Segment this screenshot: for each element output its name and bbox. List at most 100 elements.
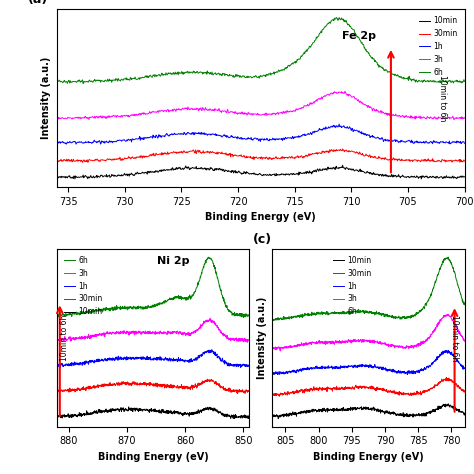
3h (332, 89, 337, 94)
10min (199, 407, 205, 413)
10min (462, 174, 467, 180)
10min (144, 170, 149, 176)
Text: 10min to 6h: 10min to 6h (450, 315, 459, 361)
1h (73, 362, 78, 367)
1h (192, 357, 198, 363)
1h (312, 365, 318, 371)
6h (407, 313, 413, 319)
6h (462, 302, 467, 308)
10min (72, 176, 78, 182)
1h (269, 371, 275, 377)
30min (332, 147, 338, 153)
30min (462, 388, 467, 394)
X-axis label: Binding Energy (eV): Binding Energy (eV) (205, 212, 316, 222)
10min (126, 404, 131, 410)
1h (54, 139, 60, 145)
10min (332, 164, 338, 170)
3h (342, 89, 348, 94)
10min (119, 407, 125, 412)
Line: 3h: 3h (272, 314, 465, 351)
6h (120, 306, 126, 311)
10min (185, 411, 191, 417)
3h (312, 340, 318, 346)
6h (401, 314, 406, 319)
3h (207, 316, 213, 321)
6h (193, 70, 199, 75)
6h (269, 317, 275, 322)
1h (185, 358, 191, 364)
Line: 30min: 30min (57, 379, 249, 393)
10min (73, 412, 78, 418)
30min (362, 153, 368, 159)
1h (246, 363, 252, 369)
30min (462, 158, 467, 164)
6h (462, 79, 467, 84)
6h (312, 311, 318, 317)
3h (401, 344, 406, 350)
Line: 30min: 30min (272, 377, 465, 396)
10min (246, 414, 252, 420)
10min (414, 412, 420, 418)
Line: 3h: 3h (57, 319, 249, 342)
1h (401, 370, 406, 375)
30min (246, 389, 252, 394)
1h (407, 371, 413, 376)
30min (199, 381, 204, 387)
1h (414, 368, 420, 374)
3h (143, 111, 149, 117)
Line: 10min: 10min (272, 404, 465, 419)
10min (347, 166, 353, 172)
Line: 6h: 6h (57, 257, 249, 318)
3h (73, 335, 78, 341)
1h (144, 135, 149, 141)
30min (407, 392, 413, 398)
Text: (c): (c) (253, 233, 272, 246)
30min (444, 374, 449, 380)
30min (401, 392, 406, 398)
1h (288, 369, 294, 375)
6h (336, 15, 342, 20)
Line: 10min: 10min (57, 407, 249, 419)
30min (119, 381, 125, 386)
Line: 6h: 6h (272, 257, 465, 320)
Text: 10min to 6h: 10min to 6h (438, 75, 447, 121)
6h (144, 73, 149, 79)
30min (80, 160, 85, 165)
6h (347, 24, 353, 29)
30min (54, 158, 60, 164)
Line: 10min: 10min (57, 165, 465, 179)
1h (335, 364, 341, 370)
6h (446, 255, 451, 260)
Line: 30min: 30min (57, 149, 465, 163)
3h (54, 115, 60, 120)
Line: 1h: 1h (57, 350, 249, 367)
3h (414, 343, 420, 349)
10min (462, 410, 467, 416)
1h (96, 358, 102, 364)
10min (193, 164, 199, 169)
1h (462, 140, 467, 146)
3h (193, 106, 199, 112)
30min (269, 392, 275, 398)
6h (80, 81, 86, 86)
6h (414, 310, 420, 316)
Line: 1h: 1h (272, 350, 465, 374)
Text: Ni 2p: Ni 2p (157, 256, 190, 266)
6h (96, 308, 102, 313)
30min (335, 386, 341, 392)
30min (340, 146, 346, 152)
6h (288, 314, 294, 319)
1h (336, 121, 342, 127)
Line: 6h: 6h (57, 18, 465, 83)
30min (276, 393, 282, 399)
6h (185, 297, 191, 302)
Legend: 10min, 30min, 1h, 3h, 6h: 10min, 30min, 1h, 3h, 6h (416, 13, 461, 80)
1h (362, 132, 368, 137)
3h (444, 311, 450, 317)
6h (55, 315, 60, 320)
30min (204, 376, 210, 382)
Y-axis label: Intensity (a.u.): Intensity (a.u.) (41, 57, 51, 139)
30min (94, 156, 100, 162)
3h (245, 339, 250, 345)
3h (462, 338, 467, 344)
